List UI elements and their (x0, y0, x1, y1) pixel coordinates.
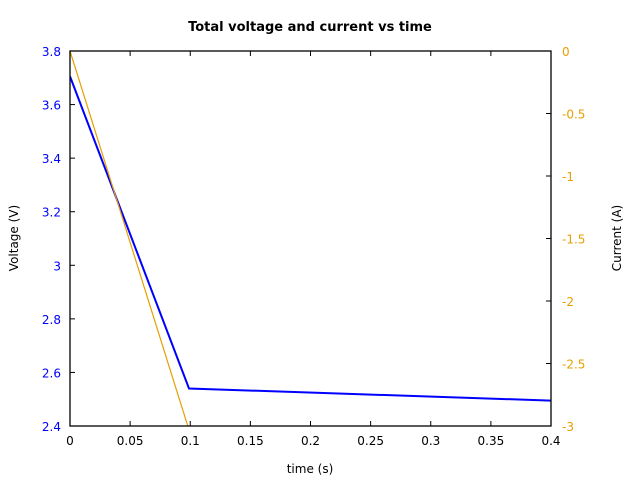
y-tick-label: 3.4 (42, 152, 61, 166)
chart-title: Total voltage and current vs time (188, 20, 432, 35)
x-tick-label: 0.05 (117, 434, 144, 448)
y-tick-label: 2.6 (42, 366, 61, 380)
y2-tick-label: -3 (562, 420, 574, 434)
x-tick-label: 0 (66, 434, 74, 448)
y2-tick-label: 0 (562, 45, 570, 59)
y-axis-label: Voltage (V) (7, 205, 21, 271)
x-tick-label: 0.2 (301, 434, 320, 448)
x-axis-label: time (s) (287, 462, 334, 476)
y2-tick-label: -1.5 (562, 233, 585, 247)
y-tick-label: 2.8 (42, 313, 61, 327)
voltage-line (70, 76, 551, 402)
x-tick-label: 0.1 (181, 434, 200, 448)
y-tick-label: 3.8 (42, 45, 61, 59)
x-tick-label: 0.35 (478, 434, 505, 448)
plot-area: 0 0.05 0.1 0.15 0.2 0.25 0.3 0.35 0.4 3.8 3.6 3.4 3.… (42, 45, 586, 448)
y-tick-label: 3 (53, 259, 61, 273)
y2-tick-label: -2 (562, 295, 574, 309)
x-tick-label: 0.15 (237, 434, 264, 448)
x-tick-label: 0.4 (541, 434, 560, 448)
y-tick-label: 3.6 (42, 99, 61, 113)
x-tick-label: 0.25 (357, 434, 384, 448)
x-tick-label: 0.3 (421, 434, 440, 448)
y-tick-label: 2.4 (42, 420, 61, 434)
y2-axis-label: Current (A) (610, 205, 624, 271)
current-line (70, 51, 189, 426)
y2-tick-label: -1 (562, 170, 574, 184)
y-tick-label: 3.2 (42, 206, 61, 220)
y2-tick-label: -2.5 (562, 358, 585, 372)
plot-frame (69, 50, 552, 427)
y2-tick-label: -0.5 (562, 108, 585, 122)
